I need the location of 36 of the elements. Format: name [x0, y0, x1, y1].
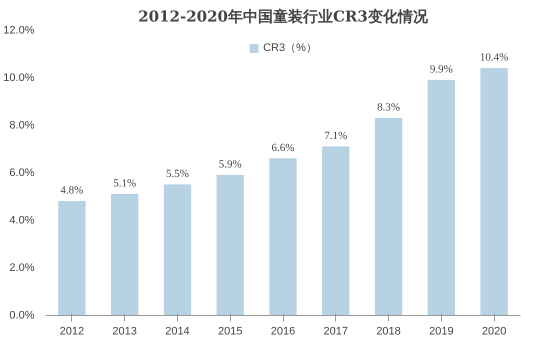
y-tick-label: 12.0%: [3, 24, 35, 36]
bar: [374, 118, 402, 316]
y-tick-label: 6.0%: [9, 167, 35, 179]
x-tick-label: 2017: [324, 326, 348, 337]
x-tick-label: 2015: [218, 326, 242, 337]
bar: [480, 68, 508, 316]
text: 10.4%: [480, 52, 508, 64]
y-tick-label: 0.0%: [9, 310, 35, 322]
bar: [322, 146, 350, 316]
text: 7.1%: [324, 130, 348, 142]
text: 8.3%: [377, 101, 400, 114]
text: 5.5%: [166, 168, 189, 180]
bar: [164, 184, 192, 316]
bar: [58, 201, 86, 316]
text: 9.9%: [430, 63, 453, 76]
text: 6.6%: [272, 142, 294, 154]
y-tick-label: 10.0%: [3, 72, 35, 84]
x-tick-label: 2014: [165, 326, 190, 337]
text: 5.1%: [113, 177, 136, 190]
x-tick-label: 2020: [482, 326, 506, 337]
legend-label: CR3（%）: [263, 41, 317, 55]
y-tick-label: 2.0%: [9, 262, 35, 274]
x-tick-label: 2012: [60, 326, 84, 337]
bar: [110, 194, 138, 316]
x-tick-label: 2013: [112, 326, 137, 337]
x-tick-label: 2019: [429, 326, 454, 337]
chart-title: 2012-2020年中国童装行业CR3变化情况: [138, 8, 429, 26]
bar: [216, 174, 244, 316]
bar: [428, 80, 456, 316]
y-tick-label: 4.0%: [9, 214, 35, 226]
x-tick-label: 2018: [376, 326, 401, 337]
x-tick-label: 2016: [270, 326, 296, 337]
text: 4.8%: [60, 184, 84, 196]
bar: [269, 158, 297, 316]
y-tick-label: 8.0%: [9, 120, 35, 132]
text: 5.9%: [218, 158, 242, 170]
